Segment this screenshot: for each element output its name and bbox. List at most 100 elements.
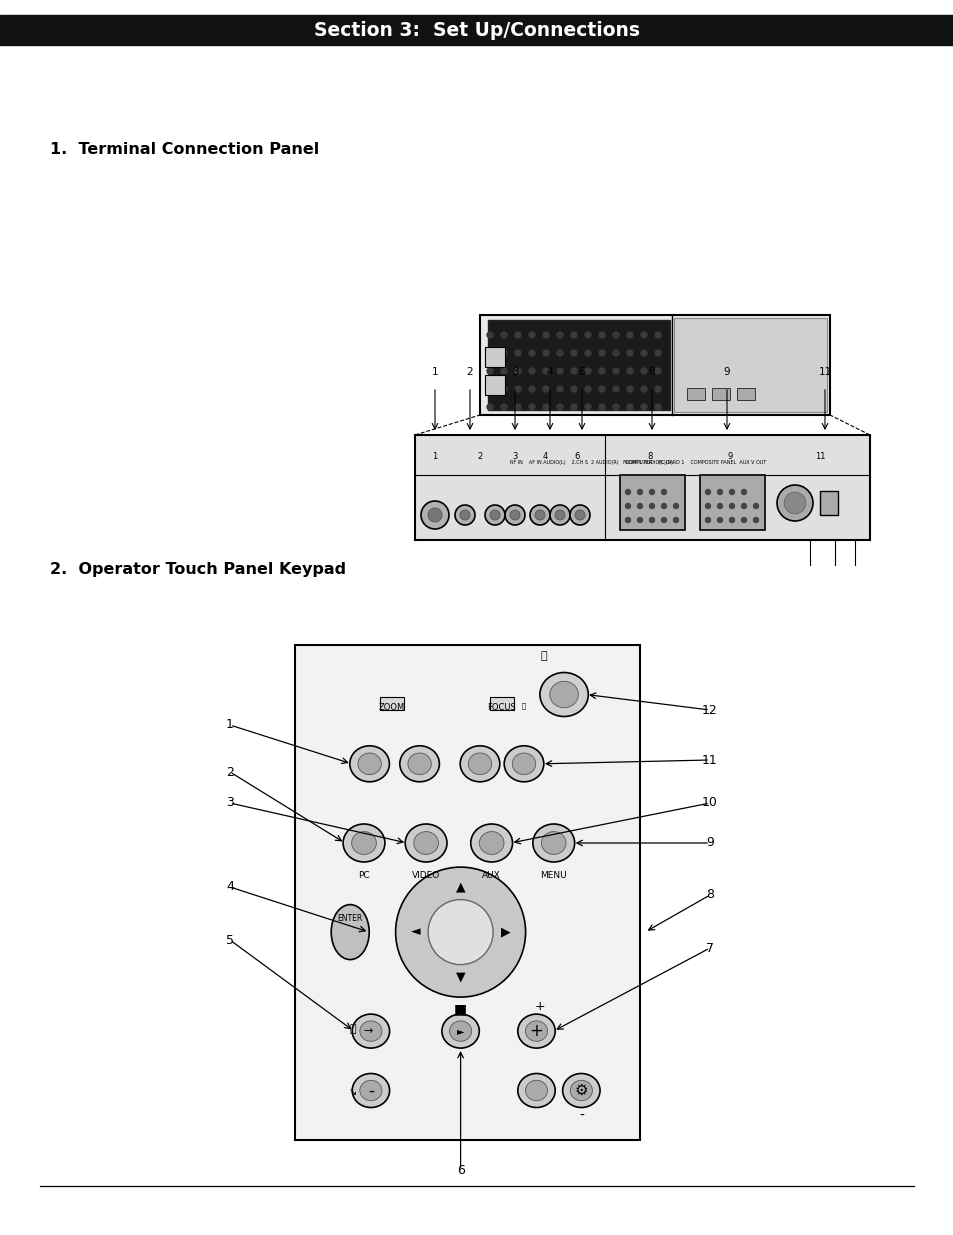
Circle shape [598,387,604,391]
Bar [674,317,826,412]
Circle shape [571,404,577,410]
Circle shape [626,368,633,374]
Text: 3: 3 [511,367,517,377]
Text: ■: ■ [454,1002,467,1016]
Text: 2: 2 [476,452,482,461]
Text: AUX: AUX [482,871,500,881]
Circle shape [515,368,520,374]
Text: 4: 4 [542,452,547,461]
Bar [479,315,829,415]
Text: RF IN    AF IN AUDIO(L)    2.CH S  2 AUDIO(R)   FROM 1 AUDIO(L)(R): RF IN AF IN AUDIO(L) 2.CH S 2 AUDIO(R) F… [510,459,672,466]
Circle shape [598,332,604,338]
Ellipse shape [525,1021,547,1041]
Circle shape [486,368,493,374]
Circle shape [529,387,535,391]
Ellipse shape [539,673,588,716]
Circle shape [660,517,666,522]
Circle shape [783,493,805,514]
Circle shape [515,332,520,338]
Circle shape [542,387,548,391]
Text: →: → [363,1026,373,1036]
Circle shape [571,387,577,391]
Ellipse shape [352,831,375,855]
Text: 10: 10 [701,797,718,809]
Ellipse shape [331,904,369,960]
Circle shape [673,504,678,509]
Ellipse shape [359,1081,381,1100]
Text: 2: 2 [226,766,233,778]
Ellipse shape [470,824,512,862]
Circle shape [705,517,710,522]
Circle shape [637,504,641,509]
Circle shape [557,368,562,374]
Circle shape [500,368,506,374]
Ellipse shape [350,746,389,782]
Circle shape [500,387,506,391]
Circle shape [640,332,646,338]
Circle shape [655,350,660,356]
Text: 8: 8 [705,888,713,902]
Text: ◄: ◄ [411,925,420,939]
Text: 11: 11 [814,452,824,461]
Ellipse shape [352,1073,389,1108]
Bar [0,15,953,44]
Circle shape [613,350,618,356]
Text: 8: 8 [648,367,655,377]
Circle shape [598,404,604,410]
Text: PC: PC [357,871,370,881]
Text: -: - [578,1109,583,1123]
Ellipse shape [405,824,447,862]
Circle shape [571,368,577,374]
Ellipse shape [541,831,565,855]
Circle shape [613,332,618,338]
Circle shape [500,350,506,356]
Circle shape [613,368,618,374]
Bar [484,347,504,367]
Circle shape [649,517,654,522]
Text: 4: 4 [546,367,553,377]
Text: 11: 11 [818,367,831,377]
Circle shape [504,505,524,525]
Circle shape [673,517,678,522]
Circle shape [660,504,666,509]
Text: ▼: ▼ [456,971,465,983]
Ellipse shape [459,746,499,782]
Bar [820,492,837,515]
Bar [488,320,670,410]
Circle shape [542,368,548,374]
Circle shape [740,517,745,522]
Ellipse shape [352,1014,389,1049]
Text: MENU: MENU [539,871,566,881]
Circle shape [486,332,493,338]
Ellipse shape [428,899,493,965]
Text: ↘: ↘ [349,1088,356,1098]
Bar [490,697,514,710]
Text: 2: 2 [466,367,473,377]
Circle shape [625,517,630,522]
Text: ►: ► [456,1026,464,1036]
Circle shape [555,510,564,520]
Ellipse shape [517,1014,555,1049]
Circle shape [459,510,470,520]
Bar [712,388,730,400]
Text: ⬛: ⬛ [521,703,525,709]
Text: ⏸: ⏸ [349,1024,355,1034]
Circle shape [428,508,441,522]
Ellipse shape [533,824,574,862]
Text: ZOOM: ZOOM [378,703,404,713]
Text: 1: 1 [432,367,437,377]
Circle shape [729,504,734,509]
Circle shape [455,505,475,525]
Text: 1: 1 [432,452,437,461]
Text: 4: 4 [226,881,233,893]
Text: 11: 11 [701,753,717,767]
Circle shape [637,489,641,494]
Ellipse shape [549,682,578,708]
Circle shape [625,489,630,494]
Circle shape [660,489,666,494]
Circle shape [613,387,618,391]
Text: +: + [534,999,544,1013]
Circle shape [529,368,535,374]
Circle shape [776,485,812,521]
Text: 1.  Terminal Connection Panel: 1. Terminal Connection Panel [50,142,319,157]
